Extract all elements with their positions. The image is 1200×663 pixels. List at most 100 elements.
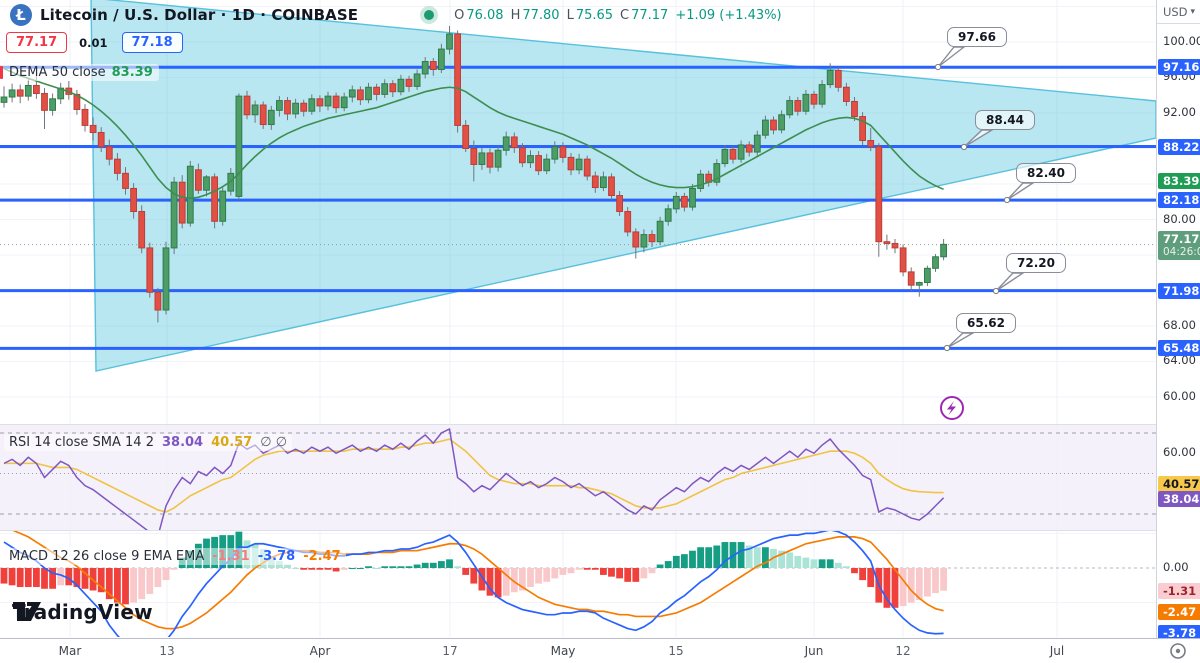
- candle-body: [600, 176, 607, 189]
- time-axis-label: 15: [668, 644, 684, 658]
- candle-body: [105, 146, 113, 160]
- macd-histogram-bar: [389, 566, 397, 568]
- candle-body: [608, 176, 615, 197]
- candle-body: [16, 89, 24, 97]
- rsi-line[interactable]: [3, 427, 945, 530]
- candle-body: [932, 256, 939, 269]
- macd-line[interactable]: [3, 530, 944, 637]
- buy-ask-button[interactable]: 77.18: [121, 32, 183, 53]
- candle-body: [591, 175, 599, 189]
- price-callout-label[interactable]: 82.40: [1016, 163, 1076, 183]
- price-callout-label[interactable]: 97.66: [947, 27, 1007, 47]
- candle-body: [324, 95, 332, 107]
- time-axis-label: 12: [895, 644, 911, 658]
- candle-body: [648, 234, 656, 243]
- settings-dot-icon: [1175, 648, 1181, 654]
- macd-hist-value: -1.31: [212, 549, 250, 564]
- rsi-value: 38.04: [161, 435, 204, 450]
- macd-histogram-bar: [308, 568, 316, 570]
- macd-histogram-bar: [381, 566, 389, 568]
- macd-signal-line[interactable]: [4, 530, 944, 630]
- candle-body: [340, 96, 348, 109]
- tradingview-logo[interactable]: TradingView: [12, 600, 153, 624]
- candle-body: [632, 231, 640, 248]
- settings-ring-icon: [1170, 643, 1186, 659]
- candle-body: [413, 73, 421, 87]
- price-axis-badge: 38.04: [1158, 491, 1200, 507]
- price-callout-label[interactable]: 72.20: [1006, 253, 1066, 273]
- candle-body: [786, 100, 794, 116]
- price-callout-label[interactable]: 88.44: [975, 110, 1035, 130]
- macd-histogram-bar: [527, 568, 534, 588]
- candle-body: [446, 33, 453, 50]
- macd-histogram-bar: [713, 545, 721, 568]
- price-axis-label: 100.00: [1163, 34, 1200, 48]
- candle-body: [818, 84, 826, 105]
- litecoin-logo-icon: Ł: [10, 4, 32, 26]
- sell-bid-button[interactable]: 77.17: [6, 32, 68, 53]
- dema-line[interactable]: [3, 67, 944, 200]
- low-label: L: [566, 7, 574, 23]
- macd-legend-row[interactable]: MACD 12 26 close 9 EMA EMA -1.31 -3.78 -…: [4, 548, 346, 565]
- price-axis[interactable]: USD ▾ 100.00 96.00 92.00 80.00 68.00 64.00 60.…: [1156, 0, 1200, 641]
- candle-body: [24, 84, 32, 97]
- candle-body: [41, 92, 48, 111]
- macd-histogram-bar: [551, 568, 559, 579]
- macd-histogram-bar: [65, 568, 73, 586]
- price-axis-label: 68.00: [1163, 318, 1196, 332]
- macd-histogram-bar: [478, 568, 486, 591]
- rsi-legend-row[interactable]: RSI 14 close SMA 14 2 38.04 40.57 ∅ ∅: [4, 434, 293, 451]
- candle-body: [470, 148, 478, 165]
- pane-separator[interactable]: [0, 424, 1200, 425]
- price-callout-label[interactable]: 65.62: [956, 313, 1016, 333]
- candle-body: [575, 158, 583, 171]
- dema-legend-row[interactable]: DEMA 50 close 83.39: [0, 64, 159, 81]
- time-axis[interactable]: Mar 13 Apr 17 May 15 Jun 12 Jul: [0, 638, 1200, 663]
- candle-body: [689, 187, 696, 208]
- candle-body: [826, 69, 834, 86]
- macd-histogram-bar: [924, 568, 931, 597]
- macd-histogram-bar: [794, 555, 802, 568]
- price-axis-badge: 71.98: [1158, 283, 1200, 299]
- macd-histogram-bar: [502, 568, 510, 596]
- macd-histogram-bar: [802, 557, 810, 568]
- time-axis-label: Jun: [804, 644, 824, 658]
- candle-body: [49, 98, 57, 111]
- rsi-sma-line[interactable]: [4, 438, 944, 513]
- currency-selector[interactable]: USD ▾: [1157, 0, 1200, 24]
- time-axis-label: 17: [442, 644, 458, 658]
- macd-histogram-bar: [907, 568, 915, 603]
- currency-label: USD: [1162, 4, 1188, 19]
- candle-body: [365, 86, 372, 101]
- price-pane-canvas[interactable]: [0, 0, 1156, 424]
- time-axis-label: May: [550, 644, 576, 658]
- symbol-title[interactable]: Litecoin / U.S. Dollar · 1D · COINBASE: [40, 6, 359, 24]
- candle-body: [243, 95, 251, 116]
- macd-histogram-bar: [365, 566, 372, 568]
- macd-histogram-bar: [786, 552, 794, 568]
- macd-histogram-bar: [818, 559, 826, 568]
- time-axis-label: Apr: [309, 644, 331, 658]
- time-axis-settings-icon[interactable]: [1168, 641, 1188, 661]
- macd-histogram-bar: [575, 568, 583, 570]
- time-axis-label: Jul: [1049, 644, 1065, 658]
- macd-label: MACD 12 26 close 9 EMA EMA: [9, 549, 205, 564]
- candle-body: [535, 155, 543, 172]
- macd-pane-canvas[interactable]: [0, 530, 1156, 637]
- macd-histogram-bar: [494, 568, 502, 598]
- candle-body: [122, 172, 129, 189]
- pane-separator[interactable]: [0, 530, 1200, 531]
- candle-body: [421, 61, 429, 75]
- macd-histogram-bar: [745, 545, 753, 568]
- macd-histogram-bar: [97, 568, 105, 593]
- candle-body: [195, 169, 202, 191]
- spread-value: 0.01: [79, 35, 108, 50]
- candle-body: [672, 195, 680, 210]
- dema-value: 83.39: [111, 65, 153, 80]
- candle-body: [154, 291, 162, 311]
- open-label: O: [454, 7, 465, 23]
- candle-body: [656, 220, 664, 243]
- low-value: 75.65: [575, 7, 614, 23]
- candle-body: [308, 98, 316, 112]
- candle-body: [543, 158, 551, 172]
